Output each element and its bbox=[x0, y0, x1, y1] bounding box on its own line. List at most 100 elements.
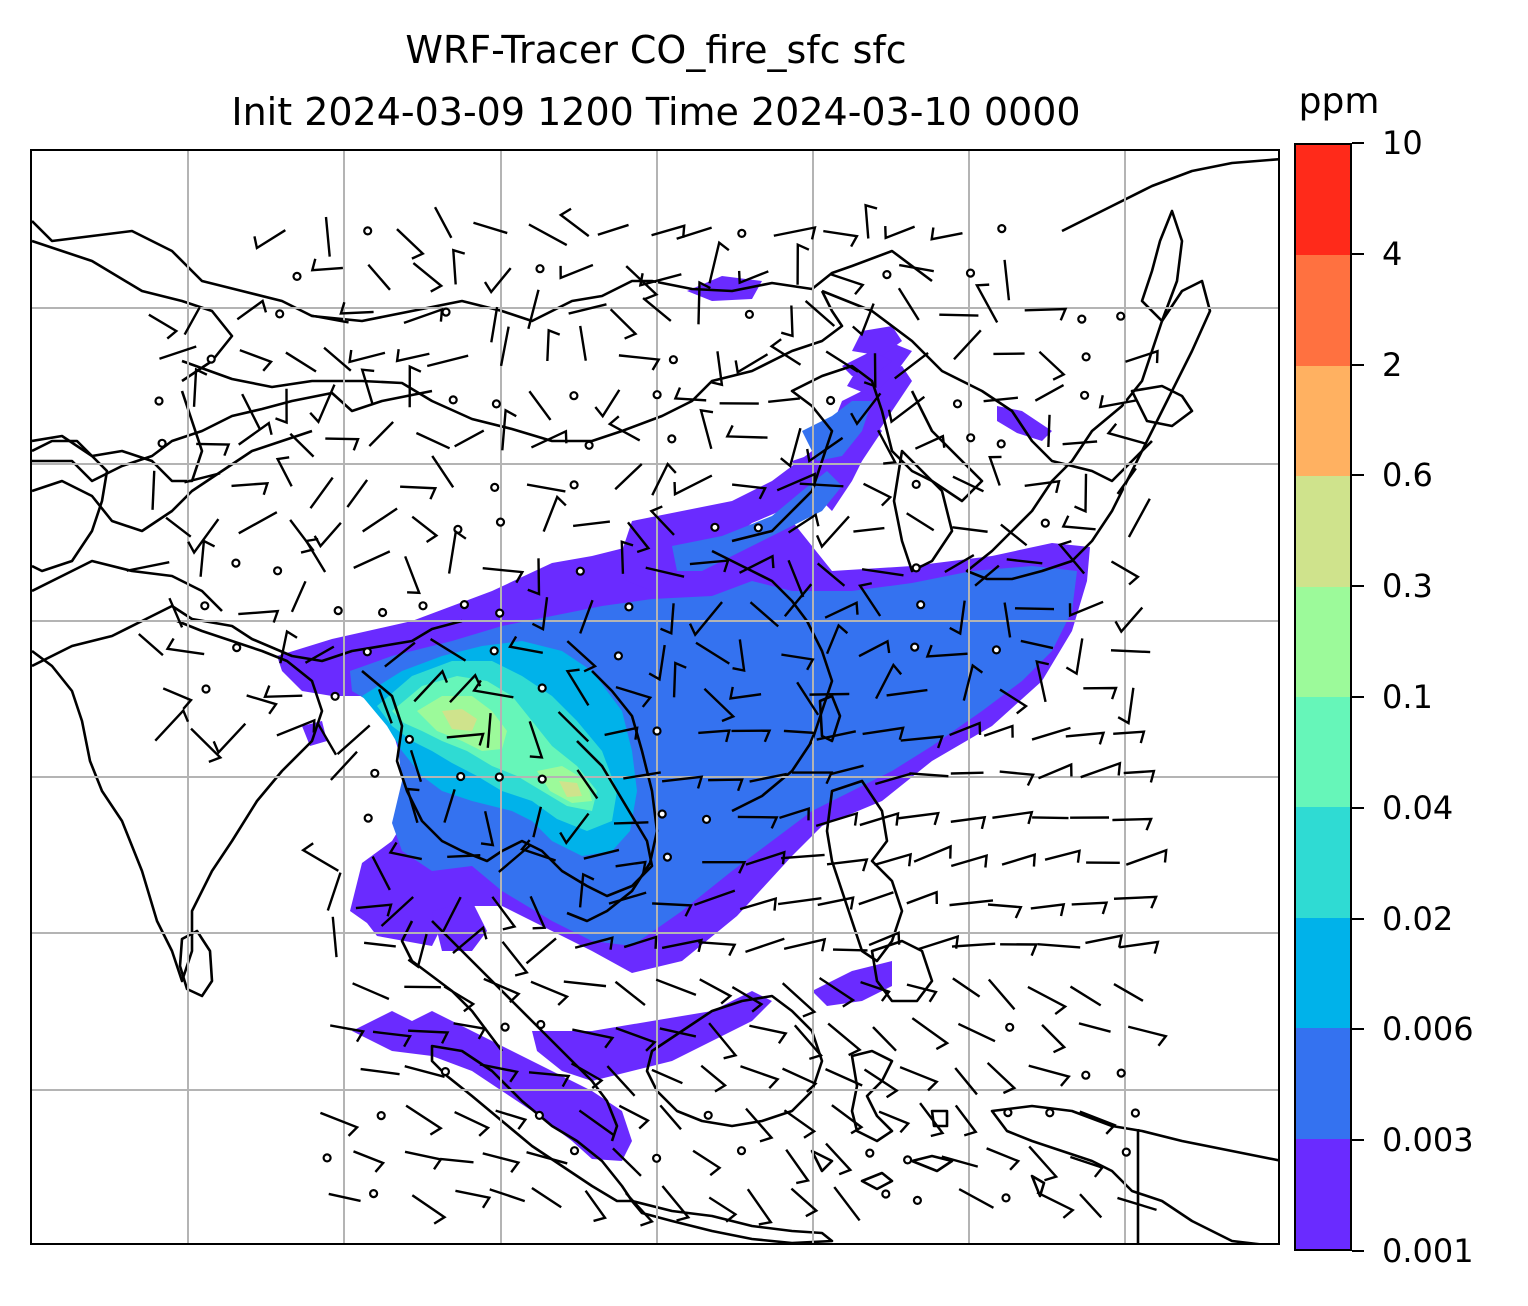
calm-wind-marker bbox=[997, 223, 1007, 234]
wind-barb bbox=[519, 839, 557, 862]
calm-wind-marker bbox=[710, 522, 720, 532]
wind-barb bbox=[454, 1111, 491, 1137]
colorbar-tick bbox=[1352, 474, 1364, 477]
wind-barb bbox=[941, 1155, 979, 1168]
wind-barb bbox=[275, 456, 293, 487]
wind-barb bbox=[693, 889, 736, 907]
wind-barb bbox=[326, 872, 342, 911]
calm-wind-marker bbox=[701, 814, 712, 825]
calm-wind-marker bbox=[495, 608, 505, 618]
wind-barb bbox=[451, 248, 466, 285]
wind-barb bbox=[439, 1157, 474, 1164]
wind-barb bbox=[949, 721, 982, 737]
calm-wind-marker bbox=[378, 607, 388, 618]
colorbar-tick bbox=[1352, 252, 1364, 255]
wind-barb bbox=[526, 483, 566, 493]
wind-barb bbox=[745, 937, 785, 954]
wind-barb bbox=[443, 789, 456, 823]
wind-barb bbox=[1037, 943, 1081, 949]
wind-barb bbox=[708, 1022, 738, 1060]
wind-barb bbox=[1123, 769, 1156, 783]
colorbar-label: 10 bbox=[1382, 124, 1423, 162]
wind-barb bbox=[853, 526, 885, 533]
wind-barb bbox=[525, 937, 557, 965]
wind-barb bbox=[648, 644, 666, 682]
wind-barb bbox=[823, 229, 859, 248]
wind-barb bbox=[829, 764, 864, 776]
wind-barb bbox=[1117, 687, 1135, 726]
calm-wind-marker bbox=[491, 399, 501, 409]
wind-barb bbox=[620, 540, 634, 574]
plume-level-0.3 bbox=[442, 709, 477, 731]
colorbar-segment bbox=[1296, 255, 1350, 366]
wind-barb bbox=[1106, 423, 1146, 445]
wind-barb bbox=[796, 242, 810, 285]
wind-barb bbox=[1000, 523, 1028, 547]
border-west bbox=[32, 429, 313, 533]
coastline-small-islands bbox=[810, 1109, 1046, 1198]
wind-barb bbox=[999, 688, 1029, 715]
wind-barb bbox=[796, 681, 820, 716]
coastline-korea bbox=[892, 449, 954, 573]
wind-barb bbox=[526, 1151, 568, 1165]
calm-wind-marker bbox=[1003, 1107, 1013, 1118]
wind-barb bbox=[572, 1028, 615, 1049]
wind-barb bbox=[1057, 539, 1086, 575]
wind-barb bbox=[479, 1063, 520, 1083]
calm-wind-marker bbox=[333, 606, 343, 616]
wind-barb bbox=[749, 1024, 788, 1044]
wind-barb bbox=[263, 685, 303, 699]
wind-barb bbox=[749, 601, 779, 628]
calm-wind-marker bbox=[1121, 1147, 1131, 1157]
wind-barb bbox=[958, 1188, 995, 1209]
wind-barb bbox=[858, 639, 891, 658]
wind-barb bbox=[816, 730, 857, 741]
wind-barb bbox=[787, 559, 805, 598]
wind-barb bbox=[983, 724, 1014, 738]
wind-barb bbox=[304, 645, 335, 664]
wind-barb bbox=[877, 429, 897, 465]
colorbar-tick bbox=[1352, 806, 1364, 809]
calm-wind-marker bbox=[275, 309, 285, 319]
wind-barb bbox=[954, 1067, 978, 1096]
border-tibet bbox=[32, 559, 223, 612]
calm-wind-marker bbox=[624, 602, 634, 612]
wind-barb bbox=[1098, 394, 1137, 409]
wind-barb bbox=[642, 297, 672, 322]
wind-barb bbox=[1065, 731, 1106, 745]
plume-level-0.001 bbox=[352, 1011, 632, 1161]
calm-wind-marker bbox=[404, 734, 414, 745]
wind-barb bbox=[613, 821, 649, 825]
wind-barb bbox=[638, 273, 682, 287]
wind-barb bbox=[1001, 853, 1037, 867]
wind-barb bbox=[452, 925, 488, 954]
wind-barb bbox=[779, 806, 810, 821]
calm-wind-marker bbox=[1081, 1070, 1091, 1080]
wind-barb bbox=[1071, 901, 1109, 915]
wind-barb bbox=[566, 640, 598, 673]
wind-barb bbox=[501, 408, 517, 451]
wind-barb bbox=[988, 455, 1002, 486]
wind-barb bbox=[446, 732, 485, 746]
wind-barb bbox=[708, 240, 730, 284]
coastline-hokkaido bbox=[1130, 384, 1194, 428]
wind-barb bbox=[781, 853, 825, 860]
wind-barb bbox=[604, 726, 639, 740]
wind-barb bbox=[618, 354, 661, 371]
wind-barb bbox=[957, 1022, 996, 1043]
wind-barb bbox=[615, 1026, 657, 1052]
border-himalaya bbox=[32, 604, 463, 668]
wind-barb bbox=[241, 393, 262, 431]
calm-wind-marker bbox=[459, 600, 469, 610]
wind-barb bbox=[528, 390, 552, 421]
wind-barb bbox=[951, 942, 996, 948]
colorbar-label: 4 bbox=[1382, 234, 1403, 273]
wind-barb bbox=[992, 810, 1034, 825]
wind-barb bbox=[806, 436, 844, 464]
wind-barb bbox=[530, 980, 570, 1006]
wind-barb bbox=[914, 434, 946, 450]
wind-barb bbox=[695, 641, 730, 665]
calm-wind-marker bbox=[206, 354, 216, 364]
wind-barb bbox=[1078, 1022, 1111, 1033]
coastline-india bbox=[32, 619, 324, 983]
